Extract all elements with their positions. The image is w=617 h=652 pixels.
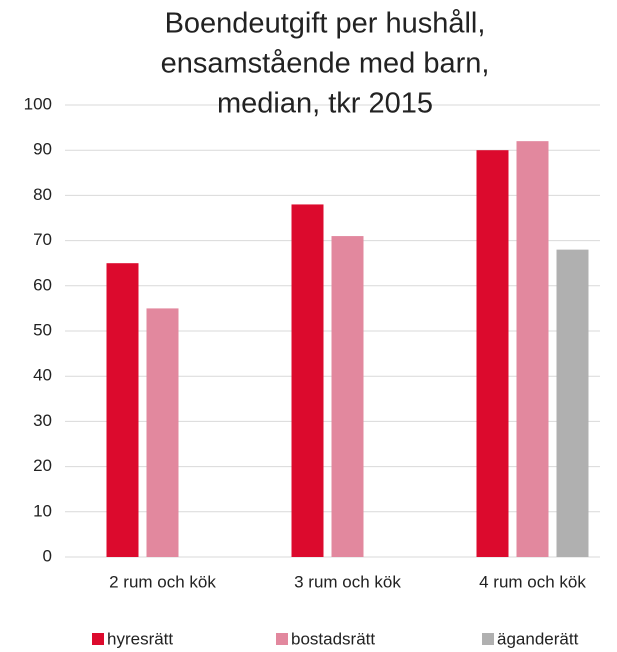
x-tick-label: 3 rum och kök (294, 572, 401, 591)
y-tick-label: 0 (43, 546, 52, 565)
chart-title: ensamstående med barn, (161, 48, 490, 80)
chart-title: median, tkr 2015 (217, 88, 433, 120)
y-tick-label: 90 (33, 140, 52, 159)
legend-swatch (92, 633, 104, 645)
y-tick-label: 80 (33, 185, 52, 204)
bar (516, 141, 549, 557)
legend-swatch (482, 633, 494, 645)
x-tick-label: 4 rum och kök (479, 572, 586, 591)
x-tick-label: 2 rum och kök (109, 572, 216, 591)
y-tick-label: 60 (33, 275, 52, 294)
y-tick-label: 30 (33, 411, 52, 430)
bar (476, 150, 509, 557)
legend-swatch (276, 633, 288, 645)
chart-title: Boendeutgift per hushåll, (165, 8, 486, 40)
bar (291, 204, 324, 557)
y-tick-label: 40 (33, 366, 52, 385)
legend-label: äganderätt (497, 629, 579, 648)
legend-label: bostadsrätt (291, 629, 375, 648)
y-tick-label: 50 (33, 320, 52, 339)
y-tick-label: 20 (33, 456, 52, 475)
y-tick-label: 100 (24, 94, 52, 113)
bar (106, 263, 139, 557)
y-tick-label: 10 (33, 501, 52, 520)
bar (146, 308, 179, 557)
y-tick-label: 70 (33, 230, 52, 249)
legend-label: hyresrätt (107, 629, 173, 648)
bar (556, 249, 589, 557)
bar (331, 236, 364, 557)
